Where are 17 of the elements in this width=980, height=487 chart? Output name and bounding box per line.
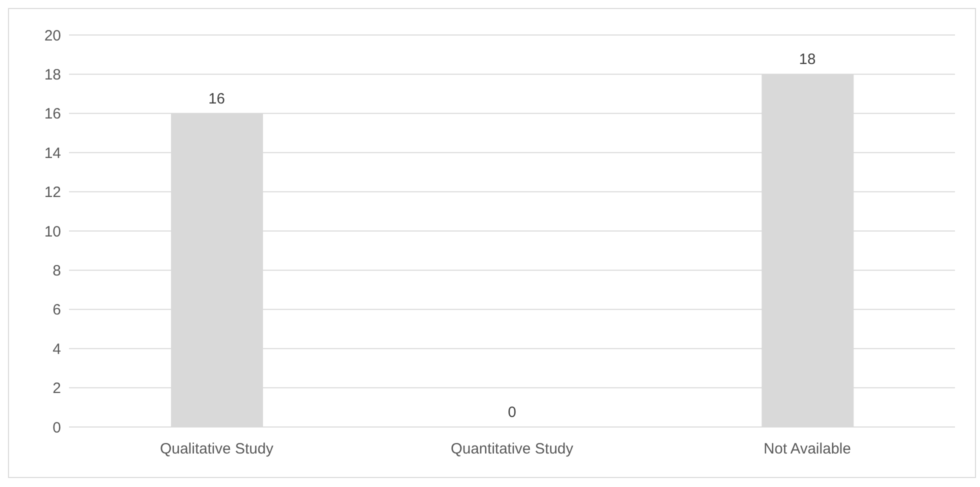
y-tick-label: 6 [52,302,61,319]
y-tick-label: 0 [52,419,61,436]
x-tick-label: Quantitative Study [450,440,574,458]
y-tick-label: 18 [44,66,61,84]
y-tick-label: 16 [44,106,61,123]
y-tick-label: 12 [44,184,61,202]
x-tick-label: Not Available [764,440,851,458]
y-tick-label: 8 [52,262,61,280]
data-label: 0 [508,404,516,421]
y-tick-label: 10 [44,223,61,240]
y-tick-label: 2 [52,380,61,398]
y-tick-label: 4 [52,340,61,358]
data-label: 16 [208,90,226,108]
x-tick-label: Qualitative Study [160,440,274,458]
y-tick-label: 20 [44,27,61,44]
y-tick-label: 14 [44,144,61,162]
data-label: 18 [798,51,816,68]
